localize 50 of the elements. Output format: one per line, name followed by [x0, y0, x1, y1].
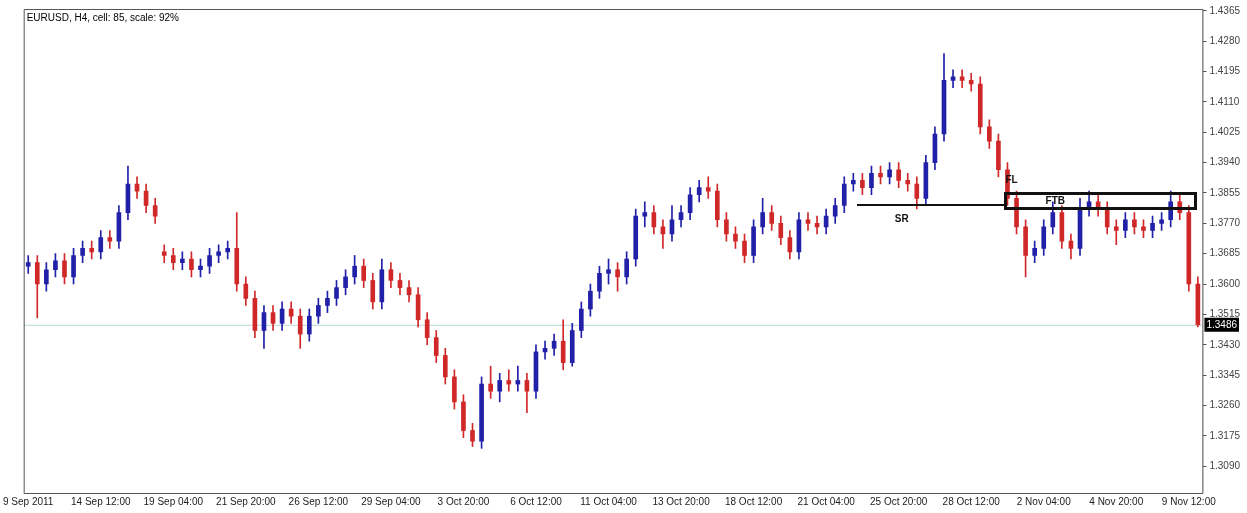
candlestick — [25, 255, 31, 274]
y-tick-label: 1.4025 — [1209, 125, 1241, 137]
candlestick — [161, 244, 167, 263]
y-tick-label: 1.3345 — [1209, 368, 1241, 380]
x-tick-label: 9 Nov 12:00 — [1161, 495, 1217, 507]
x-tick-label: 28 Oct 12:00 — [942, 495, 1001, 507]
y-tick-label: 1.3855 — [1209, 186, 1241, 198]
x-tick-label: 3 Oct 20:00 — [437, 495, 490, 507]
y-tick-label: 1.3515 — [1209, 308, 1241, 320]
y-tick-label: 1.4195 — [1209, 65, 1241, 77]
y-tick-label: 1.4110 — [1209, 95, 1240, 107]
candlestick — [506, 369, 512, 392]
y-tick-label: 1.3175 — [1209, 429, 1241, 441]
x-tick-label: 21 Sep 20:00 — [216, 495, 277, 507]
x-tick-label: 26 Sep 12:00 — [288, 495, 349, 507]
candlestick — [905, 172, 911, 192]
candlestick — [107, 230, 113, 249]
x-tick-label: 6 Oct 12:00 — [510, 495, 563, 507]
y-tick-label: 1.3770 — [1209, 217, 1241, 229]
x-tick-label: 29 Sep 04:00 — [361, 495, 422, 507]
candlestick — [642, 201, 648, 228]
candlestick — [1113, 219, 1119, 246]
y-tick-label: 1.3090 — [1209, 459, 1241, 471]
x-tick-label: 14 Sep 12:00 — [71, 495, 131, 507]
y-tick-label: 1.3685 — [1209, 247, 1241, 259]
x-tick-label: 4 Nov 20:00 — [1089, 495, 1144, 507]
annotation: SR — [894, 212, 909, 224]
x-tick-label: 13 Oct 20:00 — [652, 495, 711, 507]
x-tick-label: 2 Nov 04:00 — [1016, 495, 1072, 507]
x-tick-label: 25 Oct 20:00 — [870, 495, 928, 507]
candlestick — [851, 172, 856, 192]
y-tick-label: 1.3260 — [1209, 399, 1241, 411]
x-tick-label: 11 Oct 04:00 — [580, 495, 638, 507]
x-tick-label: 19 Sep 04:00 — [143, 495, 204, 507]
y-tick-label: 1.4280 — [1209, 34, 1241, 46]
y-tick-label: 1.3430 — [1209, 338, 1241, 350]
candlestick — [805, 212, 811, 231]
candlestick — [968, 72, 974, 92]
x-tick-label: 9 Sep 2011 — [3, 495, 54, 507]
ref-line-label: 1.3486 — [1206, 318, 1238, 330]
y-tick-label: 1.4365 — [1209, 4, 1241, 16]
chart-title: EURUSD, H4, cell: 85, scale: 92% — [26, 11, 180, 23]
annotation: FTB — [1045, 195, 1066, 207]
candlestick — [89, 240, 95, 260]
candlestick — [225, 240, 231, 260]
candlestick — [705, 176, 711, 199]
y-tick-label: 1.3940 — [1209, 156, 1241, 168]
x-tick-label: 18 Oct 12:00 — [724, 495, 783, 507]
x-tick-label: 21 Oct 04:00 — [797, 495, 856, 507]
y-tick-label: 1.3600 — [1209, 277, 1241, 289]
